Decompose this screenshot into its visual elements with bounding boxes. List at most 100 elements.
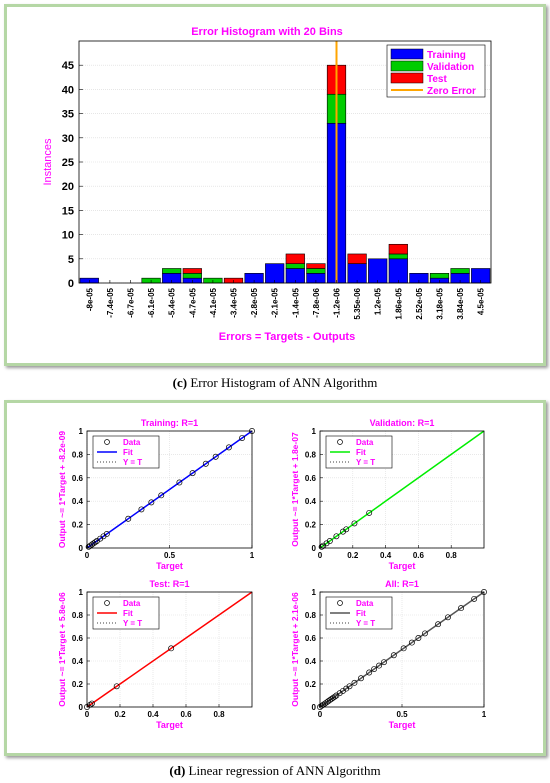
histogram-bar-validation xyxy=(388,253,408,260)
regression-subplot: 0 0.2 0.4 0.6 0.8 1 0 0.2 0.4 0.6 0.8 Test: R=1 Targ… xyxy=(57,579,253,730)
regression-data-point xyxy=(148,499,155,506)
histogram-xtick-label: -7.8e-06 xyxy=(312,287,321,317)
histogram-xtick-label: -1.4e-05 xyxy=(291,287,300,317)
regression-ytick-label: 0.4 xyxy=(72,657,84,666)
regression-charts: 0 0.2 0.4 0.6 0.8 1 0 0.5 1 Training: R=1 Target Ou… xyxy=(57,418,487,730)
regression-ytick-label: 0 xyxy=(312,544,317,553)
regression-data-point xyxy=(351,520,358,527)
histogram-xtick-label: 1.86e-05 xyxy=(394,287,403,319)
regression-subplot: 0 0.2 0.4 0.6 0.8 1 0 0.5 1 All: R=1 Target Output … xyxy=(290,579,487,730)
regression-data-point xyxy=(458,605,464,612)
regression-data-point xyxy=(366,509,373,516)
regression-data-point xyxy=(239,435,246,441)
histogram-bar-validation xyxy=(306,268,326,274)
histogram-bar-training xyxy=(388,258,408,284)
regression-ytick-label: 0.8 xyxy=(305,450,317,459)
regression-data-point xyxy=(138,506,145,513)
regression-data-point xyxy=(158,492,165,499)
regression-ytick-label: 0.4 xyxy=(305,657,317,666)
histogram-xtick-label: 2.52e-05 xyxy=(415,287,424,319)
regression-xtick-label: 0.8 xyxy=(213,710,225,719)
legend-data-marker xyxy=(104,439,110,445)
legend-data-label: Data xyxy=(123,599,141,608)
histogram-bar-test xyxy=(388,243,408,255)
regression-data-point xyxy=(381,659,387,666)
regression-data-point xyxy=(400,645,407,652)
regression-ylabel: Output ~= 1*Target + 1.8e-07 xyxy=(290,432,300,547)
regression-xtick-label: 0.2 xyxy=(114,710,126,719)
regression-xlabel: Target xyxy=(156,561,183,571)
regression-data-point xyxy=(408,639,415,646)
regression-data-point xyxy=(358,675,364,682)
regression-data-point xyxy=(471,595,478,602)
regression-title: Test: R=1 xyxy=(149,579,189,589)
regression-data-point xyxy=(435,621,442,628)
histogram-ytick-label: 15 xyxy=(62,205,74,217)
histogram-xtick-label: 3.84e-05 xyxy=(456,287,465,319)
regression-xtick-label: 0 xyxy=(85,710,90,719)
regression-data-point xyxy=(415,635,422,641)
histogram-bar-validation xyxy=(285,263,305,269)
regression-title: Training: R=1 xyxy=(141,418,198,428)
caption-c-letter: (c) xyxy=(172,375,188,390)
regression-data-point xyxy=(444,614,451,621)
legend-identity-label: Y = T xyxy=(356,458,375,467)
legend-label-zero-error: Zero Error xyxy=(427,86,476,97)
caption-d-letter: (d) xyxy=(169,763,186,778)
regression-data-point xyxy=(371,666,378,672)
histogram-bar-validation xyxy=(429,273,450,279)
legend-data-label: Data xyxy=(123,438,141,447)
histogram-panel: Error Histogram with 20 Bins Instances E… xyxy=(4,4,546,366)
legend-swatch-training xyxy=(390,48,424,60)
regression-data-point xyxy=(376,662,382,669)
regression-data-point xyxy=(333,533,340,540)
legend-fit-label: Fit xyxy=(356,609,366,618)
regression-xtick-label: 0.4 xyxy=(380,551,392,560)
histogram-bar-test xyxy=(285,253,305,264)
regression-ylabel: Output ~= 1*Target + 2.1e-06 xyxy=(290,592,300,707)
histogram-plot-area: 0 5 10 15 20 25 30 35 40 45 -8e-05 -7.4e-05 -6.7e-05… xyxy=(62,40,492,320)
regression-data-point xyxy=(88,700,95,707)
regression-ytick-label: 0 xyxy=(312,703,317,712)
regression-data-point xyxy=(390,652,397,659)
histogram-xtick-label: -4.1e-05 xyxy=(209,287,218,317)
regression-data-point xyxy=(176,479,183,486)
legend-data-marker xyxy=(337,439,343,445)
regression-data-point xyxy=(92,539,99,546)
regression-data-point xyxy=(225,444,232,451)
regression-xlabel: Target xyxy=(389,720,416,730)
regression-data-point xyxy=(331,693,338,700)
regression-ytick-label: 0 xyxy=(79,703,84,712)
regression-ytick-label: 0.8 xyxy=(72,611,84,620)
regression-ytick-label: 0.8 xyxy=(72,450,84,459)
regression-data-point xyxy=(318,543,325,550)
regression-ytick-label: 1 xyxy=(312,588,317,597)
regression-ytick-label: 1 xyxy=(79,427,84,436)
histogram-xtick-label: -8e-05 xyxy=(85,287,94,311)
regression-ytick-label: 0.2 xyxy=(305,680,317,689)
regression-xlabel: Target xyxy=(389,561,416,571)
histogram-ylabel: Instances xyxy=(42,138,54,186)
histogram-bar-training xyxy=(368,258,388,284)
caption-d-text: Linear regression of ANN Algorithm xyxy=(188,763,381,778)
histogram-bar-test xyxy=(347,253,367,264)
regression-xtick-label: 0.6 xyxy=(180,710,192,719)
error-histogram-chart: Error Histogram with 20 Bins Instances E… xyxy=(42,26,492,343)
caption-c-text: Error Histogram of ANN Algorithm xyxy=(190,375,378,390)
regression-ytick-label: 0.4 xyxy=(305,497,317,506)
legend-label-test: Test xyxy=(427,74,447,85)
legend-swatch-test xyxy=(390,72,424,84)
regression-ytick-label: 0.8 xyxy=(305,611,317,620)
histogram-xtick-label: 5.35e-06 xyxy=(353,287,362,319)
regression-xtick-label: 1 xyxy=(482,710,487,719)
regression-ytick-label: 0.2 xyxy=(72,680,84,689)
histogram-bar-validation xyxy=(182,273,202,279)
histogram-ytick-label: 45 xyxy=(62,60,74,72)
regression-subplot: 0 0.2 0.4 0.6 0.8 1 0 0.2 0.4 0.6 0.8 Validation: R… xyxy=(290,418,485,571)
regression-xtick-label: 0.2 xyxy=(347,551,359,560)
regression-xtick-label: 0.6 xyxy=(413,551,425,560)
histogram-ytick-label: 30 xyxy=(62,133,74,145)
legend-fit-label: Fit xyxy=(123,609,133,618)
legend-identity-label: Y = T xyxy=(123,619,142,628)
histogram-ytick-label: 40 xyxy=(62,84,74,96)
